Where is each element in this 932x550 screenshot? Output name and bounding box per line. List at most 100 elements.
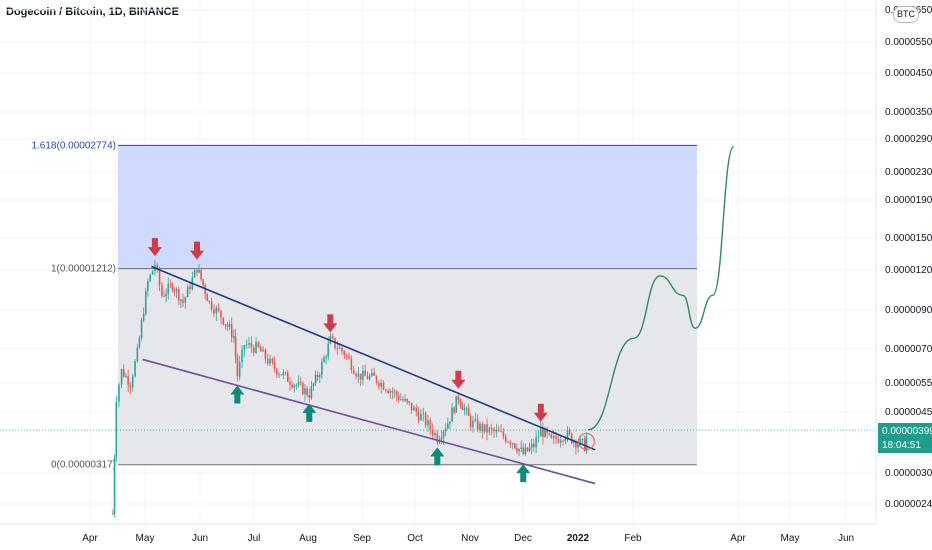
- candle-body: [385, 389, 387, 391]
- candle-body: [516, 447, 518, 452]
- candle-body: [336, 347, 339, 349]
- candle-body: [255, 342, 257, 353]
- x-tick-label: Aug: [299, 533, 317, 544]
- candle-body: [451, 407, 453, 422]
- candle-body: [373, 372, 375, 376]
- candle-body: [230, 324, 233, 338]
- candle-body: [233, 336, 235, 338]
- candle-body: [234, 336, 237, 357]
- candle-body: [182, 299, 184, 303]
- candle-body: [310, 385, 313, 398]
- candle-body: [273, 362, 276, 369]
- candle-body: [393, 391, 396, 393]
- candle-body: [151, 270, 154, 275]
- candle-body: [357, 373, 360, 377]
- candle-body: [472, 420, 474, 427]
- candle-body: [483, 424, 486, 432]
- candle-body: [497, 429, 500, 432]
- candle-body: [459, 399, 462, 406]
- candle-body: [465, 408, 468, 410]
- candle-body: [382, 382, 385, 390]
- candle-body: [243, 345, 246, 350]
- candle-body: [308, 395, 311, 398]
- candle-body: [180, 299, 182, 301]
- candle-body: [314, 374, 317, 384]
- candle-body: [158, 269, 161, 286]
- candle-body: [348, 356, 350, 359]
- sell-arrow-icon: [190, 241, 204, 260]
- candle-body: [186, 286, 189, 298]
- upper-trendline: [151, 265, 596, 451]
- candle-body: [522, 447, 525, 455]
- x-tick-label: Jun: [192, 533, 208, 544]
- candle-body: [113, 457, 116, 514]
- candle-body: [566, 430, 569, 439]
- candle-body: [295, 384, 298, 386]
- candle-body: [455, 396, 458, 413]
- candle-body: [327, 343, 330, 358]
- candle-body: [577, 444, 579, 448]
- candle-body: [167, 283, 170, 294]
- candle-body: [476, 419, 479, 431]
- candle-body: [289, 381, 291, 385]
- candle-body: [581, 438, 584, 440]
- candle-body: [302, 382, 304, 395]
- candle-body: [359, 373, 362, 380]
- candle-body: [520, 447, 522, 449]
- candle-body: [269, 358, 271, 364]
- current-price-label: 0.00000399 18:04:51: [878, 423, 932, 453]
- fib-label-1.618: 1.618(0.00002774): [31, 140, 116, 151]
- candle-body: [210, 301, 213, 310]
- x-tick-label: Nov: [461, 533, 479, 544]
- candle-body: [224, 324, 227, 325]
- candle-body: [345, 355, 348, 357]
- candle-body: [431, 429, 434, 436]
- candle-body: [540, 427, 542, 437]
- buy-arrow-icon: [230, 385, 245, 404]
- currency-badge[interactable]: BTC: [893, 6, 919, 23]
- candle-body: [318, 375, 321, 378]
- candle-body: [262, 349, 264, 352]
- candle-body: [495, 429, 498, 432]
- candle-body: [364, 370, 366, 376]
- candle-body: [331, 335, 334, 338]
- candle-body: [371, 372, 373, 376]
- candle-body: [338, 347, 341, 349]
- candle-body: [463, 408, 466, 410]
- candle-body: [422, 413, 425, 415]
- candle-body: [257, 342, 260, 347]
- candle-body: [400, 399, 402, 401]
- candle-body: [391, 391, 394, 393]
- sell-arrow-icon: [323, 314, 338, 333]
- candle-body: [129, 385, 132, 388]
- candle-body: [518, 448, 520, 452]
- sell-arrow-icon: [533, 403, 548, 422]
- candle-body: [118, 384, 120, 402]
- candle-body: [142, 314, 145, 321]
- projection-curve: [588, 145, 735, 431]
- x-tick-label: May: [136, 533, 155, 544]
- candle-body: [140, 320, 143, 338]
- x-tick-label: Apr: [730, 533, 746, 544]
- candle-body: [397, 395, 400, 400]
- candle-body: [193, 269, 196, 278]
- candle-body: [490, 427, 493, 430]
- candle-body: [526, 447, 529, 451]
- candle-body: [481, 423, 484, 432]
- x-axis: Apr May Jun Jul Aug Sep Oct Nov Dec 2022 Feb Apr May…: [0, 523, 876, 544]
- candle-body: [375, 375, 378, 383]
- candle-body: [552, 436, 555, 438]
- candle-body: [579, 439, 582, 445]
- candle-body: [542, 427, 544, 438]
- candle-body: [131, 376, 134, 388]
